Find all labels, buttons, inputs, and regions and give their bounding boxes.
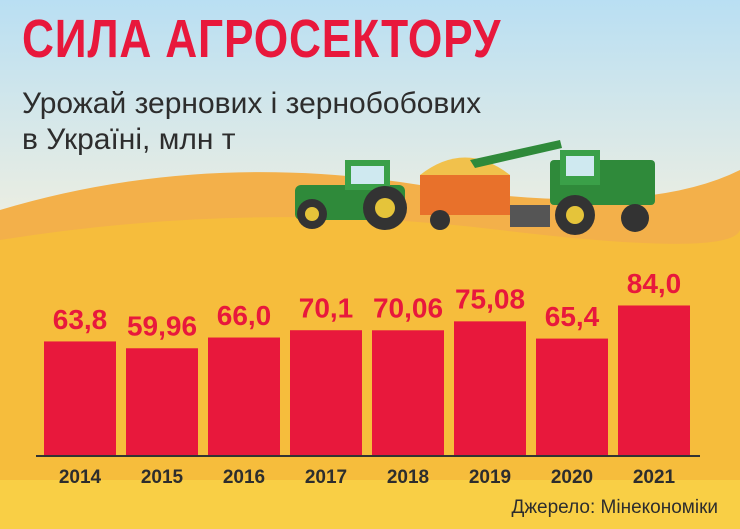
x-tick-label: 2015 <box>141 467 184 488</box>
chart-subtitle: Урожай зернових і зернобобових в Україні… <box>22 87 482 156</box>
chart-title: СИЛА АГРОСЕКТОРУ <box>22 9 502 69</box>
value-label: 84,0 <box>627 268 682 299</box>
x-tick-label: 2018 <box>387 467 429 488</box>
bar <box>126 348 198 455</box>
x-tick-label: 2014 <box>59 467 102 488</box>
value-label: 70,06 <box>373 293 443 324</box>
value-label: 70,1 <box>299 293 354 324</box>
value-label: 59,96 <box>127 311 197 342</box>
field-front <box>0 480 740 529</box>
x-tick-label: 2016 <box>223 467 265 488</box>
x-tick-label: 2020 <box>551 467 593 488</box>
value-label: 75,08 <box>455 284 525 315</box>
bar <box>290 330 362 455</box>
tractor <box>295 140 655 235</box>
source: Джерело: Мінекономіки <box>511 497 718 518</box>
bar <box>208 337 280 455</box>
value-label: 66,0 <box>217 300 272 331</box>
bar <box>454 321 526 455</box>
bar <box>536 338 608 455</box>
value-label: 63,8 <box>53 304 108 335</box>
x-tick-label: 2019 <box>469 467 511 488</box>
x-tick-label: 2017 <box>305 467 347 488</box>
value-label: 65,4 <box>545 301 600 332</box>
bar <box>44 341 116 455</box>
bar <box>618 305 690 455</box>
x-tick-label: 2021 <box>633 467 676 488</box>
bar <box>372 330 444 455</box>
